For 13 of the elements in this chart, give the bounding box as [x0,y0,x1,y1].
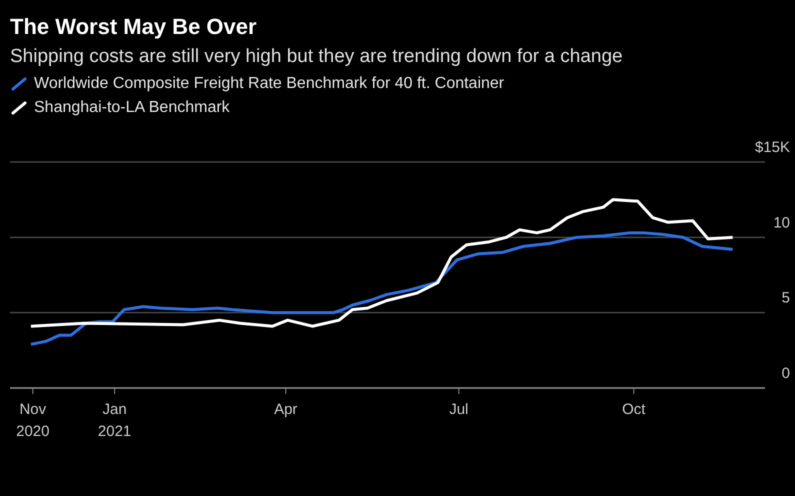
y-tick-label: 5 [782,290,790,307]
legend-label: Worldwide Composite Freight Rate Benchmark for 40 ft. Container [34,75,504,93]
x-tick-label: Oct [622,401,646,418]
y-tick-label: 10 [773,214,790,232]
chart-title: The Worst May Be Over [9,13,258,40]
x-tick-label: Jan 2021 [98,401,132,440]
x-tick-label: Apr [274,401,298,418]
x-tick-label: Nov 2020 [16,401,50,440]
legend-label: Shanghai-to-LA Benchmark [34,99,230,117]
y-tick-label: $15K [754,139,790,156]
y-tick-label: 0 [782,365,790,382]
chart-subtitle: Shipping costs are still very high but they are trending down for a change [9,45,624,68]
x-tick-label: Jul [449,401,468,418]
